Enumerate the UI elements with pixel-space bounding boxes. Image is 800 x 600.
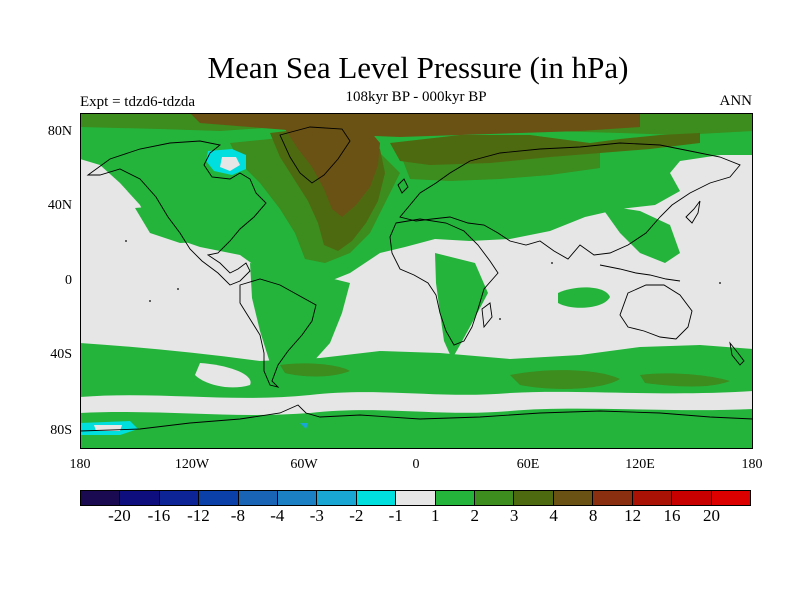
coast-south-america <box>239 278 317 388</box>
colorbar-label: 12 <box>624 506 642 525</box>
colorbar-swatch <box>475 491 515 505</box>
colorbar-swatch <box>672 491 712 505</box>
island-dot <box>551 262 553 264</box>
colorbar-swatch <box>435 491 476 505</box>
island-dot <box>177 288 179 290</box>
contour-negative <box>80 149 308 435</box>
colorbar-label: 1 <box>430 506 440 525</box>
coast-madagascar <box>481 302 493 329</box>
lon-label-120w: 120W <box>174 457 210 472</box>
experiment-label: Expt = tdzd6-tdzda <box>80 94 196 110</box>
colorbar-label: -3 <box>309 506 324 525</box>
coast-greenland <box>279 126 351 184</box>
south-neutral-strip <box>80 391 753 415</box>
colorbar-swatch <box>199 491 239 505</box>
lon-label-60w: 60W <box>290 457 318 472</box>
coast-australia <box>619 284 693 340</box>
colorbar-swatch <box>632 491 673 505</box>
southern-ocean-dark-3 <box>640 373 730 387</box>
colorbar-label: 2 <box>470 506 479 525</box>
coast-uk <box>397 178 409 194</box>
colorbar-label: -20 <box>108 506 131 525</box>
colorbar-swatch <box>278 491 318 505</box>
southern-ocean-dark-1 <box>510 370 620 389</box>
lat-label-40s: 40S <box>50 347 72 362</box>
chart-subtitle: 108kyr BP - 000kyr BP <box>345 89 487 105</box>
southeast-pacific-neutral <box>195 363 251 388</box>
colorbar-label: 4 <box>549 506 558 525</box>
africa-green <box>435 253 488 359</box>
north-pacific-tongue <box>135 205 230 243</box>
lon-label-180w: 180 <box>69 457 91 472</box>
island-dot <box>125 240 127 242</box>
coast-antarctica <box>80 404 753 432</box>
southern-ocean-dark-2 <box>280 363 350 377</box>
lat-label-0: 0 <box>65 273 72 288</box>
hudson-bay-neutral <box>220 157 240 171</box>
map-frame <box>80 113 753 449</box>
colorbar-label: -12 <box>187 506 210 525</box>
arctic-brown <box>190 113 640 137</box>
island-dot <box>719 282 721 284</box>
colorbar-label: -2 <box>349 506 364 525</box>
season-label: ANN <box>719 93 753 109</box>
lon-label-180e: 180 <box>741 457 763 472</box>
coast-japan <box>685 200 701 224</box>
lat-label-80s: 80S <box>50 423 72 438</box>
colorbar-label: -1 <box>388 506 403 525</box>
colorbar-swatch <box>317 491 357 505</box>
lon-label-60e: 60E <box>516 457 540 472</box>
west-pacific-green <box>600 205 680 263</box>
colorbar-label: 16 <box>663 506 681 525</box>
south-america-atlantic-green <box>250 263 350 375</box>
island-dots <box>125 240 721 320</box>
colorbar-label: -4 <box>270 506 285 525</box>
coast-north-america <box>86 140 267 286</box>
indian-ocean-patch <box>558 287 610 308</box>
coast-indonesia <box>599 264 681 282</box>
colorbar-swatch <box>120 491 160 505</box>
island-dot <box>149 300 151 302</box>
weddell-cyan <box>300 423 308 429</box>
coast-eurasia <box>399 142 741 260</box>
colorbar-swatch <box>356 491 397 505</box>
colorbar-label: -16 <box>147 506 171 525</box>
colorbar-label: 8 <box>588 506 598 525</box>
coast-new-zealand <box>729 341 745 366</box>
colorbar-swatch <box>159 491 200 505</box>
pressure-map <box>80 113 753 449</box>
lon-label-0: 0 <box>412 457 420 472</box>
colorbar-label: 20 <box>703 506 721 525</box>
colorbar-swatch <box>81 491 121 505</box>
island-dot <box>499 318 501 320</box>
lon-label-120e: 120E <box>625 457 655 472</box>
colorbar-swatch <box>553 491 594 505</box>
contour-3-8 <box>190 113 700 251</box>
colorbar-swatch <box>514 491 554 505</box>
contour-neutral-south <box>80 363 753 415</box>
lat-label-80n: 80N <box>47 124 72 139</box>
colorbar-swatch <box>711 491 750 505</box>
colorbar-swatch <box>593 491 633 505</box>
chart-title: Mean Sea Level Pressure (in hPa) <box>207 50 629 85</box>
coast-africa <box>389 218 499 346</box>
colorbar-swatch <box>238 491 279 505</box>
coastlines <box>80 126 753 432</box>
colorbar-label: 3 <box>509 506 519 525</box>
lat-label-40n: 40N <box>47 198 72 213</box>
colorbar-swatch <box>396 491 436 505</box>
colorbar <box>80 490 751 506</box>
atlantic-brown <box>285 123 380 217</box>
colorbar-label: -8 <box>230 506 245 525</box>
